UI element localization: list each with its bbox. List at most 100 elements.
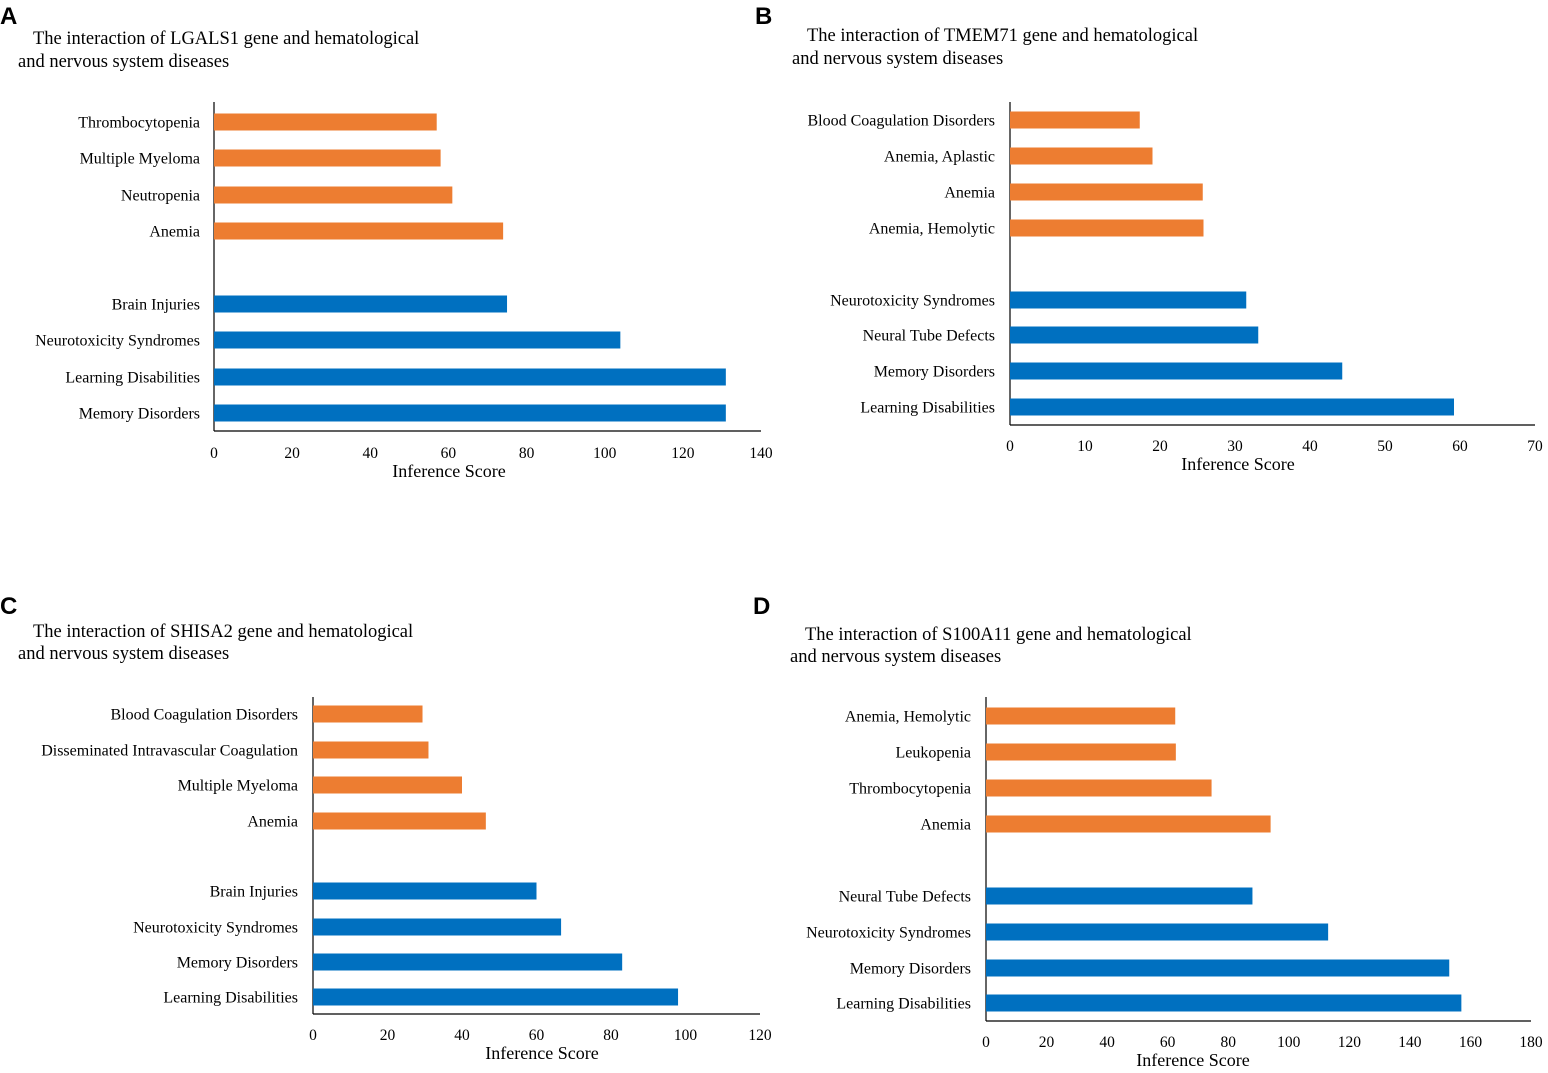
category-label: Neutropenia [121,188,200,205]
category-label: Neural Tube Defects [863,328,995,345]
category-label: Thrombocytopenia [78,115,200,132]
x-tick-label: 20 [1152,438,1168,455]
category-label: Blood Coagulation Disorders [807,113,995,130]
x-tick-label: 20 [1039,1034,1055,1051]
category-label: Neural Tube Defects [839,889,971,906]
x-tick-label: 80 [1220,1034,1236,1051]
x-axis-title: Inference Score [392,461,505,481]
category-label: Memory Disorders [177,955,298,972]
x-tick-label: 80 [519,445,535,462]
x-tick-label: 140 [1398,1034,1422,1051]
x-tick-label: 0 [1006,438,1014,455]
panel-letter: D [753,593,770,620]
panel-letter: B [755,3,772,30]
chart-title-line: The interaction of LGALS1 gene and hemat… [33,29,419,49]
x-tick-label: 60 [441,445,457,462]
category-label: Memory Disorders [79,406,200,423]
chart-title-line: The interaction of S100A11 gene and hema… [805,625,1192,645]
bar-hematological [214,113,437,131]
bar-nervous [986,959,1450,977]
x-axis-title: Inference Score [485,1043,598,1063]
bar-hematological [1010,111,1140,129]
category-label: Learning Disabilities [836,996,971,1013]
x-tick-label: 60 [1452,438,1468,455]
chart-title-line: and nervous system diseases [18,52,229,72]
x-tick-label: 100 [1277,1034,1301,1051]
category-label: Brain Injuries [210,884,298,901]
x-tick-label: 60 [529,1027,545,1044]
bar-hematological [313,705,423,723]
x-tick-label: 100 [674,1027,698,1044]
bar-hematological [313,741,429,759]
x-tick-label: 120 [671,445,695,462]
category-label: Anemia [149,224,200,241]
x-tick-label: 160 [1459,1034,1483,1051]
chart-panel-c: C The interaction of SHISA2 gene and hema… [0,593,772,1063]
panel-letter: A [0,3,17,30]
x-tick-label: 30 [1227,438,1243,455]
x-tick-label: 0 [982,1034,990,1051]
bar-nervous [313,882,537,900]
category-label: Memory Disorders [850,961,971,978]
category-label: Multiple Myeloma [178,778,298,795]
chart-panel-d: D The interaction of S100A11 gene and hem… [753,593,1543,1070]
bar-hematological [986,779,1212,797]
category-label: Thrombocytopenia [849,781,971,798]
x-tick-label: 10 [1077,438,1093,455]
chart-panel-b: B The interaction of TMEM71 gene and hema… [755,3,1543,474]
x-tick-label: 40 [363,445,379,462]
x-tick-label: 180 [1519,1034,1543,1051]
category-label: Neurotoxicity Syndromes [133,920,298,937]
x-tick-label: 120 [1338,1034,1362,1051]
bar-hematological [986,743,1176,761]
category-label: Neurotoxicity Syndromes [830,293,995,310]
category-label: Multiple Myeloma [80,151,200,168]
bar-hematological [1010,219,1204,237]
category-label: Brain Injuries [112,297,200,314]
x-tick-label: 20 [380,1027,396,1044]
x-tick-label: 40 [454,1027,470,1044]
x-tick-label: 40 [1099,1034,1115,1051]
x-tick-label: 70 [1527,438,1543,455]
bar-nervous [214,295,508,313]
bar-nervous [214,331,621,349]
bar-hematological [214,222,504,240]
category-label: Anemia [944,185,995,202]
category-label: Anemia, Aplastic [884,149,995,166]
category-label: Anemia, Hemolytic [869,221,995,238]
x-tick-label: 80 [603,1027,619,1044]
x-tick-label: 0 [210,445,218,462]
bar-nervous [986,887,1253,905]
category-label: Learning Disabilities [65,370,200,387]
bar-nervous [986,923,1329,941]
bar-nervous [313,918,562,936]
chart-title-line: The interaction of TMEM71 gene and hemat… [807,26,1198,46]
x-axis-title: Inference Score [1181,454,1294,474]
x-tick-label: 50 [1377,438,1393,455]
x-tick-label: 0 [309,1027,317,1044]
bar-hematological [1010,147,1153,165]
bar-nervous [1010,291,1247,309]
category-label: Blood Coagulation Disorders [110,707,298,724]
x-tick-label: 40 [1302,438,1318,455]
x-tick-label: 100 [593,445,617,462]
bar-nervous [214,404,726,422]
x-tick-label: 20 [284,445,300,462]
bar-hematological [986,815,1271,833]
category-label: Disseminated Intravascular Coagulation [41,743,298,760]
bar-hematological [1010,183,1203,201]
bar-hematological [214,149,441,167]
chart-panel-a: A The interaction of LGALS1 gene and hema… [0,3,773,481]
bar-hematological [313,812,486,830]
category-label: Memory Disorders [874,364,995,381]
chart-title-line: and nervous system diseases [790,647,1001,667]
bar-nervous [313,953,623,971]
category-label: Anemia, Hemolytic [845,709,971,726]
x-tick-label: 60 [1160,1034,1176,1051]
category-label: Leukopenia [895,745,971,762]
x-axis-title: Inference Score [1136,1050,1249,1070]
bar-nervous [1010,326,1259,344]
bar-nervous [1010,398,1454,416]
bar-hematological [214,186,453,204]
